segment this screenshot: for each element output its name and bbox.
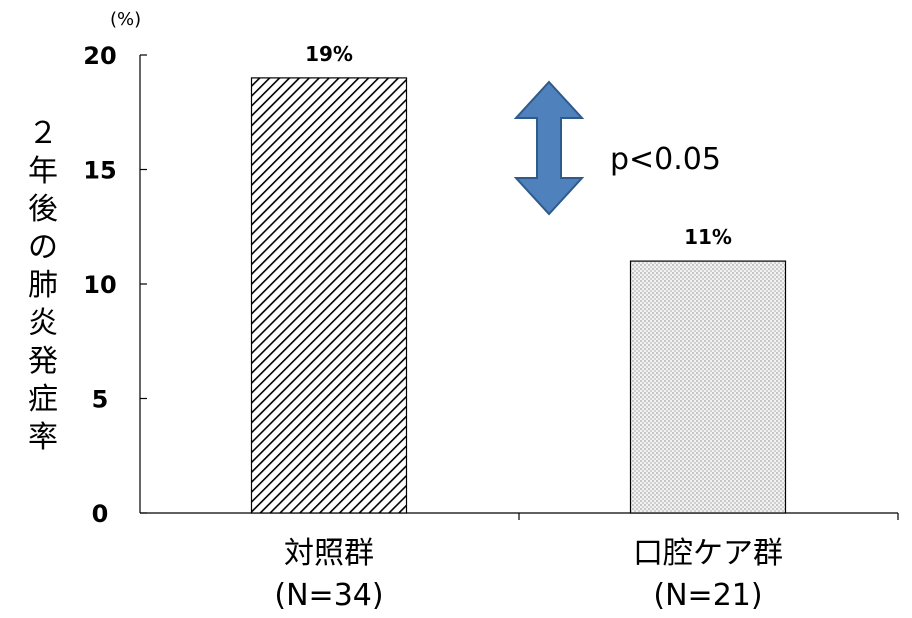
bar-data-label: 19% — [305, 42, 353, 66]
category-label: 対照群 — [284, 536, 374, 571]
y-axis-label-char: 発 — [28, 344, 58, 379]
y-tick-label: 0 — [92, 500, 109, 528]
significance-arrow-icon — [513, 80, 585, 216]
y-axis-label-char: 年 — [28, 154, 58, 189]
y-axis-label-char: 後 — [28, 192, 58, 227]
y-tick-label: 10 — [83, 271, 116, 299]
bar — [629, 260, 787, 514]
bar-data-label: 11% — [684, 225, 732, 249]
category-sublabel: (N=34) — [274, 578, 383, 613]
y-axis-label-char: の — [28, 230, 58, 265]
y-unit-label: (%) — [110, 9, 141, 30]
category-sublabel: (N=21) — [653, 578, 762, 613]
y-tick-label: 20 — [83, 42, 116, 70]
y-axis-label-char: 率 — [28, 420, 58, 455]
y-tick-label: 5 — [92, 386, 109, 414]
significance-label: p<0.05 — [610, 142, 721, 177]
y-axis-label-char: 肺 — [28, 268, 58, 303]
bar — [250, 77, 408, 514]
y-axis-label-char: ２ — [28, 116, 58, 151]
y-axis-label-char: 炎 — [28, 306, 58, 341]
category-label: 口腔ケア群 — [633, 536, 783, 571]
y-axis-label-char: 症 — [28, 382, 58, 417]
y-tick-label: 15 — [83, 157, 116, 185]
